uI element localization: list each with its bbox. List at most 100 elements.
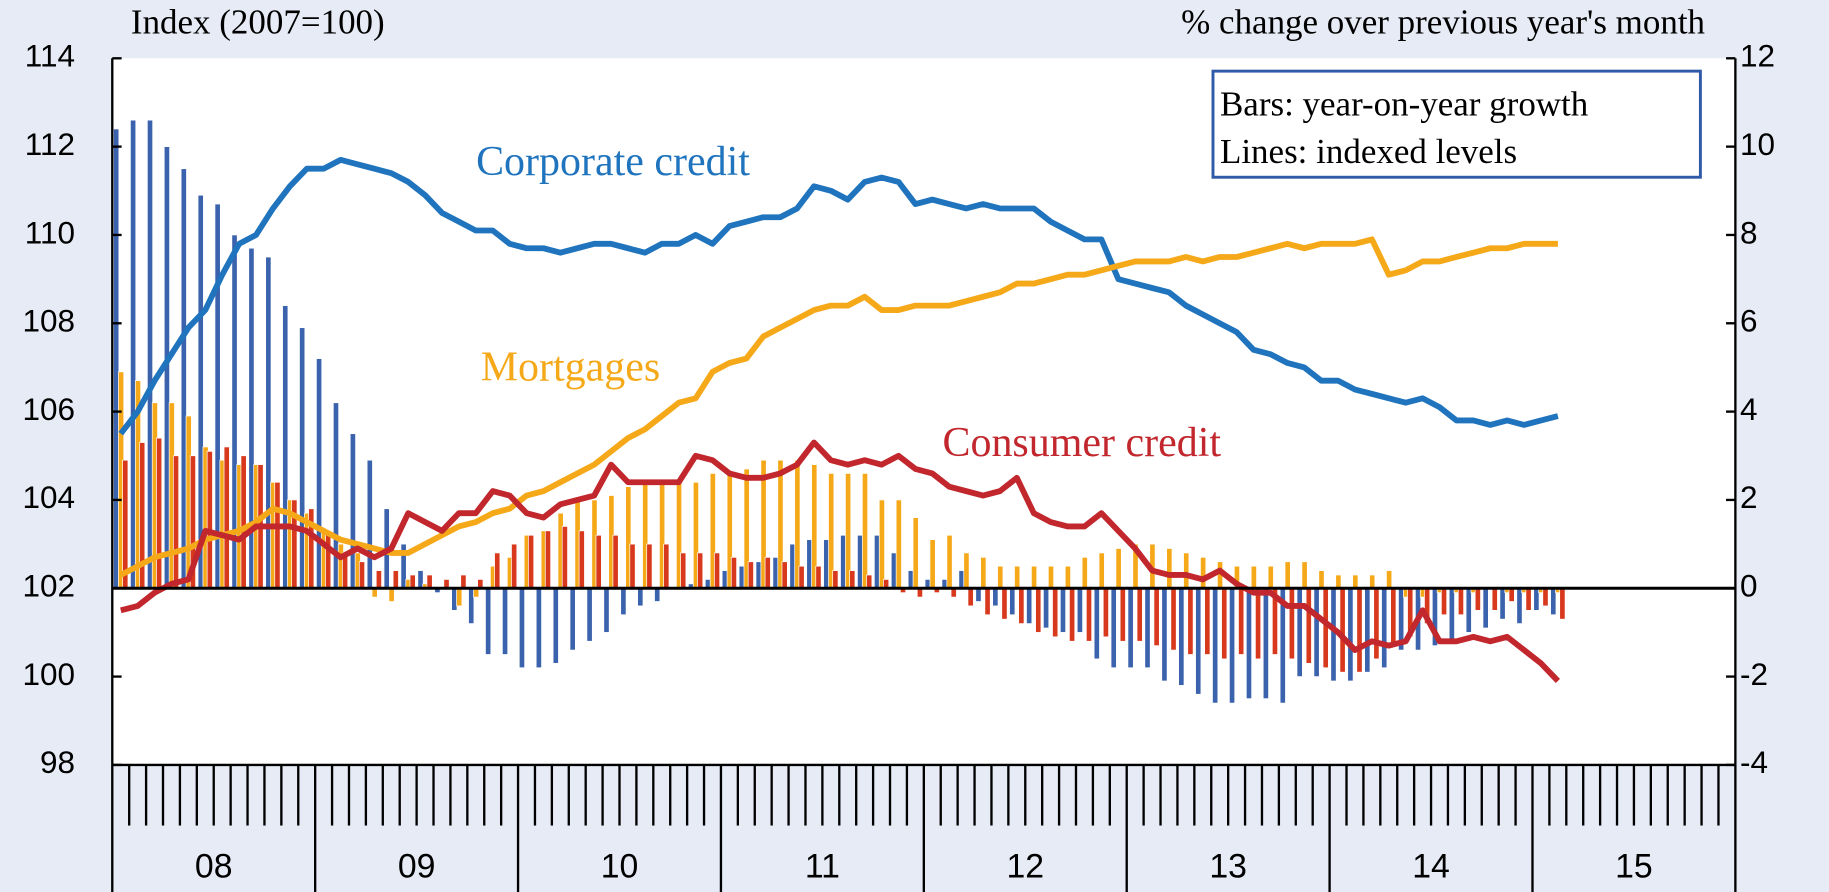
y2-tick-label: 6 xyxy=(1740,304,1758,339)
x-tick-label: 09 xyxy=(398,848,436,886)
bar xyxy=(223,446,230,589)
bar xyxy=(375,570,382,589)
bar xyxy=(1102,587,1109,638)
y2-axis-title: % change over previous year's month xyxy=(1181,3,1705,42)
bar xyxy=(1296,587,1303,677)
y-tick-label: 98 xyxy=(40,745,75,780)
bar xyxy=(1559,587,1566,620)
axes: 98 100 102 104 106 108 110 112 114 -4 -2 0 2 4 6 8 10 12 0… xyxy=(22,39,1775,892)
y-tick-label: 114 xyxy=(25,39,75,74)
bar xyxy=(240,455,247,589)
bar xyxy=(1284,561,1291,589)
bar xyxy=(358,561,366,589)
bar xyxy=(1035,587,1042,633)
bar xyxy=(1085,587,1093,642)
y2-tick-label: -2 xyxy=(1740,657,1768,692)
bar xyxy=(1187,587,1194,655)
bar xyxy=(1093,587,1100,660)
bar xyxy=(815,565,822,589)
bar xyxy=(1076,587,1083,633)
bar xyxy=(595,534,602,589)
y-tick-label: 108 xyxy=(22,304,75,339)
bar xyxy=(646,543,653,589)
bar xyxy=(535,587,542,669)
bar xyxy=(1288,587,1295,660)
bar xyxy=(206,450,213,589)
line xyxy=(118,156,1559,436)
bar xyxy=(1356,587,1363,673)
bar xyxy=(1267,565,1274,589)
note-text: Lines: indexed levels xyxy=(1220,132,1517,171)
bar xyxy=(1166,548,1173,589)
bar xyxy=(1014,565,1021,589)
bar xyxy=(1212,587,1219,704)
bar xyxy=(1305,587,1312,664)
bar xyxy=(1369,574,1376,589)
bar xyxy=(569,587,576,651)
bar xyxy=(1465,587,1472,633)
bar xyxy=(1059,587,1067,633)
y2-tick-label: 10 xyxy=(1740,127,1775,162)
bar xyxy=(1390,587,1397,647)
bar xyxy=(274,481,281,589)
bar xyxy=(1221,587,1228,660)
bar xyxy=(388,587,395,602)
bar xyxy=(1457,587,1464,616)
bar xyxy=(967,587,974,607)
bar xyxy=(1255,587,1262,660)
bar xyxy=(861,473,869,589)
bar xyxy=(984,587,991,616)
bar xyxy=(1064,565,1071,589)
bar xyxy=(1144,587,1151,669)
y-tick-label: 104 xyxy=(22,480,75,515)
series-label: Consumer credit xyxy=(942,420,1221,466)
bar xyxy=(946,534,953,589)
x-tick-label: 15 xyxy=(1615,848,1653,886)
bar xyxy=(992,587,999,607)
bar xyxy=(1313,587,1320,677)
bar xyxy=(654,587,661,602)
bar xyxy=(997,565,1004,589)
bar xyxy=(1009,587,1016,616)
bar xyxy=(1115,548,1122,589)
bar xyxy=(1043,587,1050,629)
bar xyxy=(697,552,704,589)
bar xyxy=(798,565,805,589)
bar xyxy=(912,517,919,589)
bar xyxy=(1081,556,1088,589)
bar xyxy=(1318,570,1325,589)
bar xyxy=(781,561,788,589)
bar xyxy=(637,587,644,607)
bar xyxy=(714,552,721,589)
bar xyxy=(963,552,970,589)
bar xyxy=(544,530,551,589)
bar xyxy=(895,499,902,589)
bar xyxy=(1245,587,1253,700)
bar xyxy=(1229,587,1236,704)
bar xyxy=(832,570,839,589)
y2-tick-label: 2 xyxy=(1740,480,1758,515)
bar xyxy=(1153,587,1160,647)
bar xyxy=(1364,587,1371,673)
bar xyxy=(1200,556,1207,589)
bar xyxy=(485,587,492,655)
bar xyxy=(586,587,593,642)
bar xyxy=(172,455,180,589)
bar xyxy=(1491,587,1498,611)
x-tick-label: 11 xyxy=(805,848,840,886)
x-tick-label: 12 xyxy=(1006,848,1044,886)
y-tick-label: 102 xyxy=(22,569,75,604)
bar xyxy=(1542,587,1549,607)
bar xyxy=(1170,587,1177,651)
bar xyxy=(366,459,373,589)
bar xyxy=(612,534,619,589)
bar xyxy=(603,587,610,633)
bar xyxy=(1339,587,1346,673)
bar xyxy=(1508,587,1515,602)
bar xyxy=(552,587,559,664)
bar xyxy=(620,587,627,616)
bar xyxy=(1330,587,1337,682)
bar xyxy=(1373,587,1380,660)
